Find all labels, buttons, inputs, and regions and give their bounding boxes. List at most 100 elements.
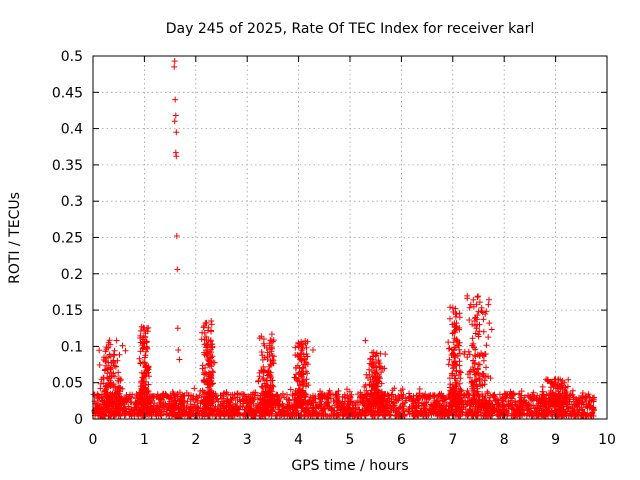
data-point (139, 386, 146, 393)
data-point (536, 407, 542, 414)
data-point (300, 377, 307, 384)
data-point (234, 397, 241, 403)
data-point (391, 402, 398, 409)
data-point (380, 405, 387, 412)
data-point (372, 400, 379, 407)
data-point (460, 392, 467, 399)
data-point (397, 387, 404, 394)
data-point (373, 367, 380, 373)
data-point (189, 396, 196, 403)
data-point (541, 398, 548, 405)
data-point (175, 413, 181, 420)
data-point (258, 333, 265, 340)
data-point (283, 396, 290, 403)
data-point (300, 370, 307, 377)
data-point (395, 405, 402, 412)
data-point (133, 395, 139, 402)
y-tick-label: 0.15 (52, 303, 83, 319)
data-point (563, 392, 569, 399)
data-point (454, 378, 460, 384)
data-point (102, 393, 109, 399)
y-tick-label: 0.35 (52, 158, 83, 174)
data-point (471, 371, 478, 378)
data-point (485, 301, 492, 308)
data-point (201, 329, 208, 336)
data-point (492, 397, 499, 404)
data-point (113, 337, 120, 344)
data-point (483, 399, 490, 406)
data-point (128, 406, 135, 413)
data-point (470, 385, 477, 391)
data-point (482, 311, 489, 317)
data-point (90, 391, 97, 398)
data-point (466, 317, 473, 323)
data-point (486, 296, 492, 303)
data-point (523, 403, 530, 410)
data-point (395, 397, 402, 404)
data-point (268, 348, 275, 355)
data-point (173, 153, 180, 160)
data-point (356, 406, 363, 413)
data-point (136, 410, 142, 417)
data-point (464, 354, 471, 361)
x-tick-label: 0 (89, 432, 98, 448)
data-point (466, 392, 473, 399)
data-point (312, 405, 319, 412)
data-point (396, 394, 403, 401)
data-point (295, 339, 302, 346)
data-point (199, 408, 206, 415)
data-point (303, 344, 310, 351)
data-point (430, 402, 437, 409)
chart-title: Day 245 of 2025, Rate Of TEC Index for r… (166, 21, 534, 37)
data-point (267, 337, 274, 344)
data-point (552, 376, 559, 383)
data-point (446, 345, 453, 352)
data-point (500, 393, 507, 400)
data-point (417, 410, 424, 417)
data-point (128, 412, 135, 419)
data-point (208, 354, 215, 361)
data-point (413, 411, 420, 417)
data-point (260, 340, 267, 347)
data-point (467, 301, 474, 308)
data-point (478, 405, 485, 411)
data-point (221, 412, 228, 419)
data-point (451, 372, 458, 379)
data-point (583, 398, 590, 404)
data-point (173, 129, 180, 136)
data-point (451, 412, 457, 418)
data-point (590, 406, 597, 413)
data-point (575, 401, 582, 408)
data-point (331, 410, 338, 417)
data-point (451, 354, 458, 361)
x-tick-labels: 0 1 2 3 4 5 6 7 8 9 10 (89, 432, 616, 448)
data-point (560, 396, 567, 403)
data-point (453, 367, 460, 374)
data-point (544, 376, 551, 383)
data-point (140, 400, 147, 407)
data-point (192, 405, 199, 412)
data-point (176, 406, 183, 413)
data-point (422, 391, 429, 398)
data-point (227, 399, 234, 406)
data-point (323, 392, 330, 399)
data-point (185, 409, 192, 416)
data-point (175, 347, 182, 353)
data-point (217, 413, 223, 420)
data-point (482, 351, 489, 357)
data-point (119, 342, 126, 349)
data-point (399, 400, 406, 407)
data-point (215, 398, 222, 405)
data-point (296, 393, 303, 400)
data-point (271, 399, 278, 406)
data-point (499, 401, 506, 408)
data-point (303, 376, 310, 383)
data-point (112, 363, 119, 370)
data-point (240, 391, 247, 398)
data-point (141, 393, 147, 400)
data-point (476, 321, 483, 328)
data-point (106, 337, 113, 344)
data-point (177, 389, 183, 396)
data-point (96, 404, 102, 411)
data-point (476, 328, 483, 335)
